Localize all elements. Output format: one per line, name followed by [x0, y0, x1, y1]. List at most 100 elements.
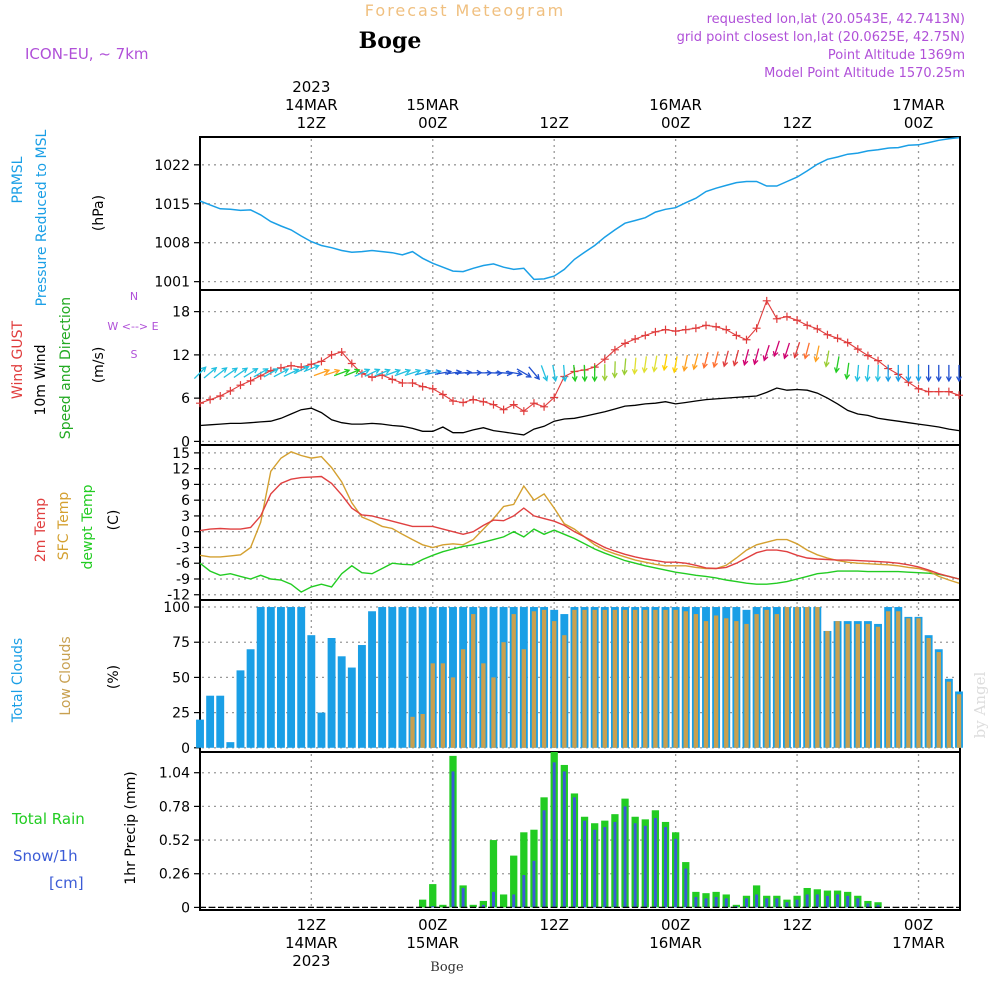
gust-marker	[621, 339, 630, 348]
low-cloud-bar	[562, 635, 567, 748]
wind-arrow-head	[803, 353, 810, 360]
wind-arrow	[581, 364, 588, 383]
wind-arrow-shaft	[223, 367, 238, 379]
y-tick-label: 50	[172, 670, 190, 686]
gust-marker	[509, 400, 518, 409]
snow-bar	[815, 894, 819, 908]
wind-arrow	[702, 352, 709, 369]
y-tick-label: 9	[181, 477, 190, 493]
gust-marker	[793, 316, 802, 325]
wind-arrow-shaft	[723, 350, 729, 367]
wind-arrow-shaft	[540, 365, 548, 381]
wind-arrow-head	[354, 368, 361, 375]
wind-arrow	[925, 364, 932, 383]
low-cloud-bar	[703, 621, 709, 748]
gust-marker	[843, 338, 852, 347]
rain-bar	[418, 899, 427, 908]
total-cloud-bar	[327, 638, 336, 748]
wind-arrow-head	[895, 376, 902, 383]
temp-unit: (C)	[106, 510, 122, 531]
snow-bar	[542, 810, 546, 908]
gust-marker	[631, 335, 640, 344]
wind-arrow-shaft	[233, 367, 248, 379]
wind-arrow	[551, 364, 558, 383]
gust-marker	[347, 359, 356, 368]
low-cloud-bar	[410, 716, 415, 748]
wind-arrow	[203, 366, 218, 379]
wind-arrow-shaft	[263, 368, 279, 378]
gust-marker	[762, 296, 771, 305]
wind-arrow-shaft	[528, 366, 540, 380]
bottom-tick-hour: 12Z	[782, 916, 811, 934]
low-cloud-bar	[552, 621, 557, 748]
wind-arrow-shaft	[444, 371, 462, 375]
wind-arrow	[803, 342, 810, 360]
gust-marker	[863, 351, 872, 360]
wind-arrow-head	[364, 368, 371, 374]
total-cloud-bar	[388, 607, 397, 748]
y-tick-label: 1015	[154, 197, 190, 213]
wind-arrow	[621, 358, 628, 376]
wind-arrow-shaft	[763, 344, 770, 361]
wind-arrow-head	[854, 376, 861, 383]
total-cloud-bar	[398, 607, 407, 748]
wind-arrow-shaft	[495, 371, 512, 375]
wind-arrow-head	[742, 359, 749, 367]
low-cloud-bar	[471, 614, 476, 748]
wind-arrow	[540, 365, 549, 382]
wind-arrow-head	[425, 369, 432, 375]
gust-marker	[368, 373, 377, 382]
gust-marker	[236, 381, 245, 390]
gust-marker	[479, 397, 488, 406]
gust-marker	[388, 375, 397, 384]
gust-marker	[216, 391, 225, 400]
model-altitude: Model Point Altitude 1570.25m	[764, 66, 965, 81]
gust-marker	[742, 335, 751, 344]
y-tick-label: -6	[176, 556, 190, 572]
gust-marker	[661, 325, 670, 334]
wind-arrow	[333, 368, 351, 377]
wind-arrow	[712, 351, 719, 369]
low-cloud-bar	[936, 652, 941, 748]
low-cloud-bar	[744, 623, 749, 748]
wind-arrow	[782, 342, 791, 360]
wind-arrow	[732, 349, 740, 367]
snow-bar	[532, 860, 536, 908]
wind-arrow-head	[661, 365, 668, 372]
wind-arrow	[384, 368, 402, 377]
bottom-tick-date: 14MAR	[285, 934, 338, 952]
y-tick-label: -9	[176, 572, 190, 588]
gust-marker	[196, 399, 204, 408]
gust-marker	[732, 331, 741, 340]
wind-arrow-shaft	[693, 353, 699, 370]
wind-arrow-head	[231, 367, 239, 374]
low-cloud-bar	[956, 694, 962, 748]
wind-arrow	[394, 368, 412, 377]
wind-arrow-head	[415, 368, 422, 375]
wind-arrow	[354, 368, 371, 377]
wind-arrow-head	[551, 375, 558, 383]
low-clouds-label: Low Clouds	[58, 636, 74, 715]
low-cloud-bar	[572, 609, 577, 748]
low-cloud-bar	[885, 611, 891, 748]
rain-bar	[479, 900, 488, 908]
total-cloud-bar	[408, 607, 417, 748]
gust-marker	[722, 325, 731, 334]
wind-arrow-head	[691, 364, 698, 371]
temp-2m-line	[199, 475, 960, 580]
wind-arrow-head	[591, 376, 598, 383]
wind-arrow-shaft	[633, 357, 637, 374]
wind-arrow	[516, 368, 532, 378]
gust-marker	[641, 331, 650, 340]
wind-arrow-head	[905, 376, 912, 383]
gust-marker	[246, 376, 255, 385]
wind-arrow-head	[833, 367, 840, 374]
gust-marker	[944, 387, 953, 396]
low-cloud-bar	[906, 618, 911, 748]
top-tick-hour: 00Z	[904, 114, 933, 132]
low-cloud-bar	[946, 681, 952, 748]
wind-arrow-shaft	[333, 369, 350, 377]
low-cloud-bar	[612, 609, 618, 748]
wind-arrow-head	[404, 368, 412, 375]
snow-bar	[775, 898, 779, 908]
